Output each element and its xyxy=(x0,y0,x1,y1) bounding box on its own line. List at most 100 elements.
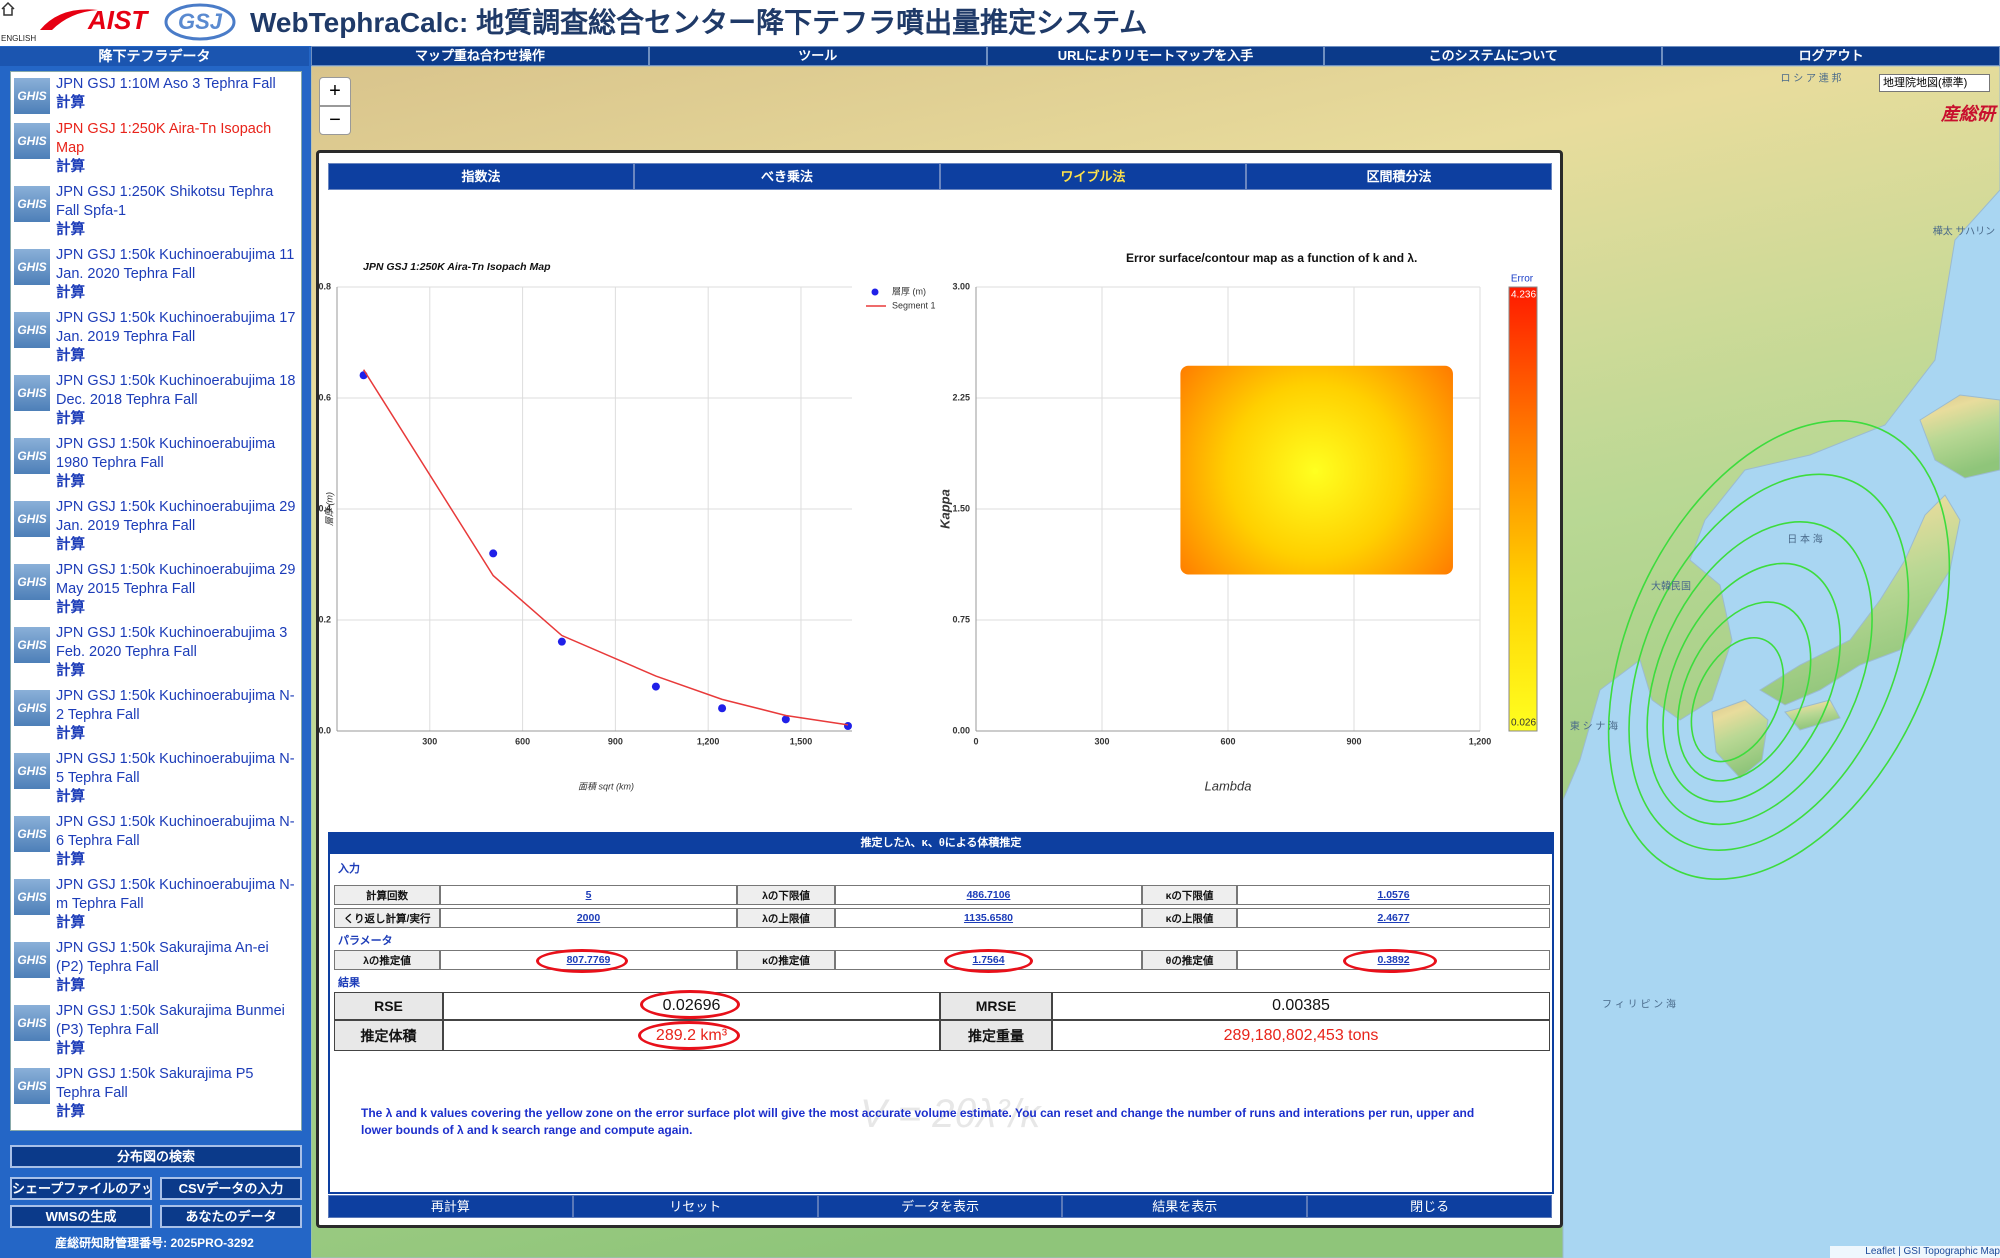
method-tab[interactable]: 指数法 xyxy=(328,163,634,190)
item-name[interactable]: JPN GSJ 1:50k Kuchinoerabujima 3 Feb. 20… xyxy=(56,625,288,660)
item-name[interactable]: JPN GSJ 1:50k Kuchinoerabujima 11 Jan. 2… xyxy=(56,247,295,282)
menu-item[interactable]: ログアウト xyxy=(1662,46,2000,66)
sidebar-title: 降下テフラデータ xyxy=(0,47,309,66)
calc-link[interactable]: 計算 xyxy=(56,159,85,175)
highlight-ring xyxy=(640,990,740,1019)
dialog-button[interactable]: 再計算 xyxy=(328,1195,573,1218)
calc-link[interactable]: 計算 xyxy=(56,852,85,868)
data-item[interactable]: GHIS JPN GSJ 1:50k Kuchinoerabujima 1980 … xyxy=(11,432,301,495)
item-name[interactable]: JPN GSJ 1:50k Kuchinoerabujima N-2 Tephr… xyxy=(56,688,295,723)
item-name[interactable]: JPN GSJ 1:250K Aira-Tn Isopach Map xyxy=(56,121,272,156)
data-item[interactable]: GHIS JPN GSJ 1:10M Aso 3 Tephra Fall 計算 xyxy=(11,72,301,117)
dialog-button[interactable]: 結果を表示 xyxy=(1062,1195,1308,1218)
data-item[interactable]: GHIS JPN GSJ 1:250K Shikotsu Tephra Fall … xyxy=(11,180,301,243)
calc-link[interactable]: 計算 xyxy=(56,600,85,616)
data-item[interactable]: GHIS JPN GSJ 1:50k Kuchinoerabujima 11 Ja… xyxy=(11,243,301,306)
item-name[interactable]: JPN GSJ 1:50k Kuchinoerabujima 17 Jan. 2… xyxy=(56,310,296,345)
calc-link[interactable]: 計算 xyxy=(56,915,85,931)
dialog-button[interactable]: データを表示 xyxy=(817,1195,1063,1218)
map-label: 日 本 海 xyxy=(1787,533,1823,546)
item-name[interactable]: JPN GSJ 1:50k Kuchinoerabujima 1980 Teph… xyxy=(56,436,276,471)
data-item[interactable]: GHIS JPN GSJ 1:50k Kuchinoerabujima N-5 T… xyxy=(11,747,301,810)
calc-link[interactable]: 計算 xyxy=(56,474,85,490)
sidebar-button[interactable]: WMSの生成 xyxy=(10,1205,152,1228)
sidebar-button[interactable]: シェープファイルのアップ xyxy=(10,1177,152,1200)
calc-link[interactable]: 計算 xyxy=(56,411,85,427)
param-label: くり返し計算/実行 xyxy=(334,908,440,928)
calc-link[interactable]: 計算 xyxy=(56,663,85,679)
item-name[interactable]: JPN GSJ 1:50k Kuchinoerabujima N-6 Tephr… xyxy=(56,814,295,849)
menu-item[interactable]: ツール xyxy=(648,46,987,66)
menu-item[interactable]: URLによりリモートマップを入手 xyxy=(986,46,1325,66)
layer-select[interactable]: 地理院地図(標準) xyxy=(1879,74,1990,92)
aist-swoosh xyxy=(40,9,98,30)
formula-watermark: V = 2θλ²/κ xyxy=(860,1092,1041,1136)
data-item[interactable]: GHIS JPN GSJ 1:50k Kuchinoerabujima 17 Ja… xyxy=(11,306,301,369)
data-item[interactable]: GHIS JPN GSJ 1:50k Kuchinoerabujima 29 Ja… xyxy=(11,495,301,558)
method-tab[interactable]: ワイブル法 xyxy=(940,163,1246,190)
item-name[interactable]: JPN GSJ 1:50k Sakurajima An-ei (P2) Teph… xyxy=(56,940,269,975)
item-name[interactable]: JPN GSJ 1:10M Aso 3 Tephra Fall xyxy=(56,76,276,92)
param-value[interactable]: 486.7106 xyxy=(835,885,1142,905)
sidebar-button[interactable]: あなたのデータ xyxy=(160,1205,302,1228)
calc-link[interactable]: 計算 xyxy=(56,537,85,553)
data-item[interactable]: GHIS JPN GSJ 1:250K Aira-Tn Isopach Map 計算 xyxy=(11,117,301,180)
param-value[interactable]: 2000 xyxy=(440,908,737,928)
param-value[interactable]: 2.4677 xyxy=(1237,908,1550,928)
item-name[interactable]: JPN GSJ 1:50k Kuchinoerabujima 18 Dec. 2… xyxy=(56,373,296,408)
calc-link[interactable]: 計算 xyxy=(56,726,85,742)
menu-item[interactable]: このシステムについて xyxy=(1324,46,1663,66)
param-value[interactable]: 5 xyxy=(440,885,737,905)
calc-link[interactable]: 計算 xyxy=(56,285,85,301)
note: The λ and k values covering the yellow z… xyxy=(361,1106,1475,1137)
zoom-in[interactable]: + xyxy=(319,77,351,106)
data-item[interactable]: GHIS JPN GSJ 1:50k Kuchinoerabujima N-6 T… xyxy=(11,810,301,873)
item-name[interactable]: JPN GSJ 1:50k Sakurajima P5 Tephra Fall xyxy=(56,1066,254,1101)
data-list: GHIS JPN GSJ 1:10M Aso 3 Tephra Fall 計算 GHI… xyxy=(10,71,302,1131)
search-button[interactable]: 分布図の検索 xyxy=(10,1145,302,1168)
calc-link[interactable]: 計算 xyxy=(56,789,85,805)
data-item[interactable]: GHIS JPN GSJ 1:50k Sakurajima An-ei (P2) … xyxy=(11,936,301,999)
dialog-button[interactable]: 閉じる xyxy=(1307,1195,1552,1218)
sidebar-button[interactable]: CSVデータの入力 xyxy=(160,1177,302,1200)
result-value: 289,180,802,453 tons xyxy=(1052,1020,1550,1051)
brand: 産総研 xyxy=(1941,104,1995,124)
param-value[interactable]: 1135.6580 xyxy=(835,908,1142,928)
data-item[interactable]: GHIS JPN GSJ 1:50k Kuchinoerabujima 18 De… xyxy=(11,369,301,432)
calc-link[interactable]: 計算 xyxy=(56,978,85,994)
map-label: 大韓民国 xyxy=(1651,580,1691,593)
calc-link[interactable]: 計算 xyxy=(56,222,85,238)
item-name[interactable]: JPN GSJ 1:50k Kuchinoerabujima 29 Jan. 2… xyxy=(56,499,296,534)
menu-item[interactable]: マップ重ね合わせ操作 xyxy=(311,46,649,66)
ghis-icon: GHIS xyxy=(14,816,50,852)
dialog-button[interactable]: リセット xyxy=(572,1195,818,1218)
param-label: κの下限値 xyxy=(1142,885,1237,905)
data-item[interactable]: GHIS JPN GSJ 1:50k Sakurajima P5 Tephra F… xyxy=(11,1062,301,1125)
item-name[interactable]: JPN GSJ 1:50k Kuchinoerabujima 29 May 20… xyxy=(56,562,296,597)
ghis-icon: GHIS xyxy=(14,942,50,978)
item-name[interactable]: JPN GSJ 1:50k Sakurajima Bunmei (P3) Tep… xyxy=(56,1003,285,1038)
calc-link[interactable]: 計算 xyxy=(56,348,85,364)
result-value: 0.00385 xyxy=(1052,992,1550,1020)
item-text: JPN GSJ 1:50k Kuchinoerabujima 11 Jan. 2… xyxy=(56,246,299,303)
data-item[interactable]: GHIS JPN GSJ 1:50k Sakurajima Bunmei (P3)… xyxy=(11,999,301,1062)
method-tab[interactable]: 区間積分法 xyxy=(1246,163,1552,190)
calc-link[interactable]: 計算 xyxy=(56,95,85,111)
zoom-out[interactable]: − xyxy=(319,106,351,135)
data-item[interactable]: GHIS JPN GSJ 1:50k Kuchinoerabujima 3 Feb… xyxy=(11,621,301,684)
item-name[interactable]: JPN GSJ 1:250K Shikotsu Tephra Fall Spfa… xyxy=(56,184,274,219)
data-item[interactable]: GHIS JPN GSJ 1:50k Kuchinoerabujima N-2 T… xyxy=(11,684,301,747)
item-text: JPN GSJ 1:50k Sakurajima P5 Tephra Fall 計… xyxy=(56,1065,299,1122)
calc-link[interactable]: 計算 xyxy=(56,1104,85,1120)
calc-link[interactable]: 計算 xyxy=(56,1041,85,1057)
method-tab[interactable]: べき乗法 xyxy=(634,163,940,190)
data-item[interactable]: GHIS JPN GSJ 1:50k Kuchinoerabujima 29 Ma… xyxy=(11,558,301,621)
param-value[interactable]: 1.0576 xyxy=(1237,885,1550,905)
highlight-ring xyxy=(536,949,628,973)
panel-title: 推定したλ、κ、θによる体積推定 xyxy=(328,832,1554,854)
item-name[interactable]: JPN GSJ 1:50k Kuchinoerabujima N-m Tephr… xyxy=(56,877,295,912)
item-name[interactable]: JPN GSJ 1:50k Kuchinoerabujima N-5 Tephr… xyxy=(56,751,295,786)
section-label: 結果 xyxy=(338,977,360,989)
data-item[interactable]: GHIS JPN GSJ 1:50k Kuchinoerabujima N-m T… xyxy=(11,873,301,936)
